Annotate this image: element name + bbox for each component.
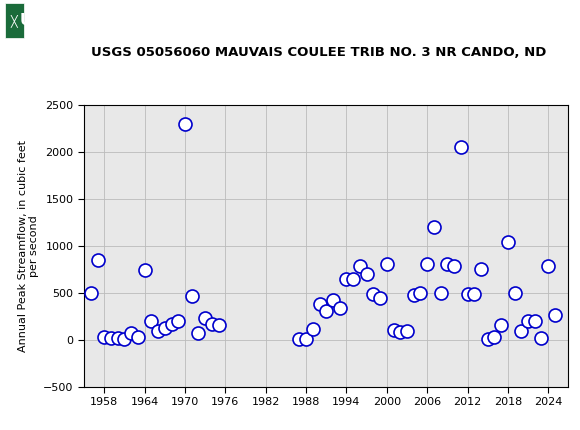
- Point: [194, 329, 203, 336]
- Point: [483, 336, 492, 343]
- Point: [342, 276, 351, 283]
- Point: [187, 292, 197, 299]
- Point: [429, 224, 438, 231]
- Point: [396, 328, 405, 335]
- Point: [315, 301, 324, 308]
- Point: [523, 318, 532, 325]
- Text: ╳: ╳: [11, 14, 17, 27]
- Point: [308, 326, 317, 332]
- Point: [422, 261, 432, 267]
- Point: [537, 335, 546, 341]
- Point: [456, 143, 465, 150]
- Point: [86, 290, 96, 297]
- Point: [93, 257, 102, 264]
- Point: [100, 334, 109, 341]
- Point: [450, 262, 459, 269]
- Point: [463, 291, 472, 298]
- Point: [403, 327, 412, 334]
- Point: [214, 322, 223, 329]
- Point: [106, 335, 115, 341]
- Point: [550, 311, 560, 318]
- Point: [503, 239, 513, 246]
- Point: [140, 266, 149, 273]
- Point: [295, 336, 304, 343]
- Point: [328, 296, 338, 303]
- Point: [362, 271, 371, 278]
- Point: [530, 318, 539, 325]
- Point: [302, 336, 311, 343]
- Point: [321, 307, 331, 314]
- Point: [335, 305, 345, 312]
- Point: [167, 321, 176, 328]
- Point: [496, 322, 506, 329]
- Point: [510, 290, 519, 297]
- Point: [416, 290, 425, 297]
- Point: [113, 334, 122, 341]
- Point: [543, 262, 553, 269]
- Point: [443, 261, 452, 267]
- Point: [375, 295, 385, 301]
- Point: [173, 318, 183, 325]
- Point: [180, 121, 190, 128]
- Point: [133, 334, 143, 341]
- Point: [490, 334, 499, 341]
- Point: [369, 291, 378, 298]
- Y-axis label: Annual Peak Streamflow, in cubic feet
per second: Annual Peak Streamflow, in cubic feet pe…: [17, 140, 39, 352]
- FancyBboxPatch shape: [5, 3, 24, 37]
- Point: [120, 336, 129, 343]
- Point: [436, 290, 445, 297]
- Point: [147, 318, 156, 325]
- Point: [154, 327, 163, 334]
- Point: [355, 262, 364, 269]
- Point: [389, 326, 398, 333]
- Point: [470, 291, 479, 298]
- Point: [517, 327, 526, 334]
- FancyBboxPatch shape: [5, 3, 57, 37]
- Point: [349, 276, 358, 283]
- Point: [160, 324, 169, 331]
- Text: USGS: USGS: [19, 13, 66, 28]
- Point: [207, 320, 216, 327]
- Point: [201, 315, 210, 322]
- Point: [409, 292, 418, 298]
- Point: [126, 330, 136, 337]
- Point: [382, 261, 392, 267]
- Text: USGS 05056060 MAUVAIS COULEE TRIB NO. 3 NR CANDO, ND: USGS 05056060 MAUVAIS COULEE TRIB NO. 3 …: [91, 46, 547, 58]
- Point: [476, 265, 485, 272]
